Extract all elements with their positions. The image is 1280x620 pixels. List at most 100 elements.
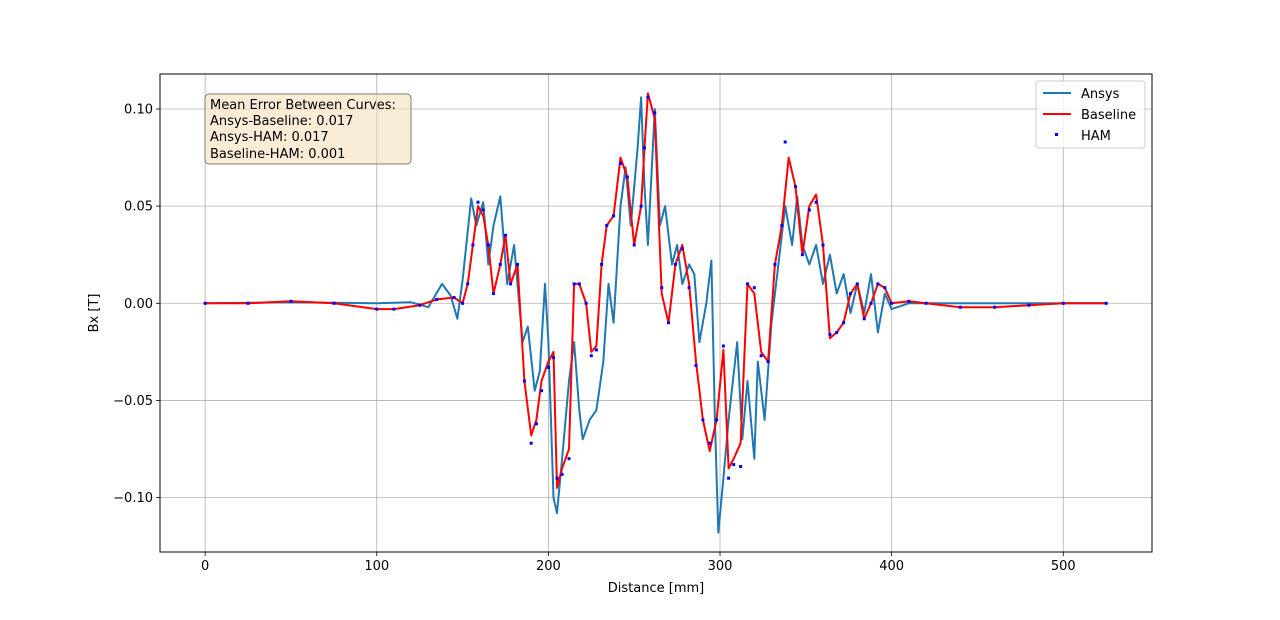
series-marker-ham [572, 282, 576, 286]
series-marker-ham [203, 301, 207, 305]
series-marker-ham [807, 208, 811, 212]
series-marker-ham [540, 389, 543, 393]
x-tick-label: 100 [364, 559, 389, 574]
series-marker-ham [461, 301, 465, 305]
series-marker-ham [476, 200, 480, 204]
series-marker-ham [509, 282, 513, 286]
series-marker-ham [800, 253, 804, 257]
y-tick-label: −0.05 [113, 394, 153, 409]
plot-area-frame [159, 73, 1153, 553]
series-marker-ham [612, 214, 616, 218]
series-marker-ham [653, 111, 657, 115]
series-marker-ham [708, 441, 712, 445]
series-marker-ham [289, 299, 293, 303]
series-marker-ham [842, 321, 846, 325]
legend: Ansys Baseline HAM [1035, 80, 1146, 149]
series-marker-ham [752, 286, 756, 290]
series-marker-ham [746, 282, 749, 286]
series-marker-ham [687, 286, 691, 290]
series-marker-ham [486, 243, 490, 247]
annotation-line-3: Ansys-HAM: 0.017 [210, 130, 329, 145]
series-marker-ham [727, 476, 731, 480]
series-marker-ham [522, 379, 526, 383]
series-marker-ham [739, 465, 743, 468]
legend-frame [1035, 80, 1146, 149]
series-marker-ham [498, 262, 502, 266]
annotation-line-2: Ansys-Baseline: 0.017 [210, 114, 353, 129]
series-marker-ham [452, 296, 456, 299]
legend-label-baseline: Baseline [1081, 108, 1136, 123]
series-marker-ham [907, 299, 911, 303]
series-marker-ham [639, 204, 643, 208]
y-axis-label: Bx [T] [87, 294, 102, 333]
series-marker-ham [890, 301, 894, 305]
series-line-baseline [205, 92, 1107, 489]
legend-swatch-ham [1055, 133, 1058, 136]
series-marker-ham [673, 262, 677, 266]
y-tick-label: 0.05 [124, 200, 153, 215]
series-marker-ham [883, 286, 887, 290]
series-marker-ham [560, 472, 564, 476]
x-tick-label: 300 [708, 559, 733, 574]
series-marker-ham [546, 365, 550, 369]
series-marker-ham [435, 297, 439, 301]
series-marker-ham [577, 282, 581, 286]
series-marker-ham [632, 243, 636, 247]
series-marker-ham [694, 364, 698, 367]
annotation-background [204, 93, 412, 165]
series-marker-ham [552, 356, 555, 360]
series-marker-ham [504, 233, 507, 237]
series-marker-ham [766, 360, 770, 364]
series-marker-ham [715, 418, 719, 422]
series-marker-ham [759, 354, 763, 358]
series-marker-ham [619, 161, 622, 165]
series-marker-ham [534, 422, 538, 426]
series-marker-ham [821, 243, 825, 247]
series-marker-ham [780, 224, 784, 228]
series-marker-ham [471, 243, 475, 247]
axes-ticks: 0 100 200 300 400 500 −0.10 −0.05 0.00 0.05 0.10 [113, 102, 1076, 574]
series-marker-ham [732, 463, 736, 467]
series-marker-ham [516, 262, 519, 266]
series-marker-ham [814, 200, 818, 204]
series-marker-ham [721, 344, 725, 348]
series-marker-ham [1061, 301, 1065, 305]
series-marker-ham [862, 317, 866, 321]
series-marker-ham [667, 321, 670, 325]
series-marker-ham [849, 292, 852, 296]
series-marker-ham [993, 305, 997, 309]
series-marker-ham [392, 307, 396, 311]
x-axis-label: Distance [mm] [608, 581, 704, 596]
series-marker-ham [828, 332, 832, 336]
series-marker-ham [701, 418, 705, 422]
series-marker-ham [869, 301, 873, 305]
series-marker-ham [529, 441, 533, 445]
x-tick-label: 0 [201, 559, 209, 574]
series-marker-ham [1027, 303, 1031, 307]
series-layer [203, 92, 1108, 534]
series-marker-ham [643, 146, 646, 150]
series-marker-ham [783, 140, 787, 144]
series-marker-ham [600, 262, 604, 266]
annotation-box: Mean Error Between Curves: Ansys-Baselin… [204, 93, 412, 165]
series-marker-ham [835, 330, 839, 334]
series-marker-ham [375, 307, 379, 311]
annotation-line-1: Mean Error Between Curves: [210, 98, 396, 113]
series-marker-ham [924, 301, 928, 305]
annotation-line-4: Baseline-HAM: 0.001 [210, 147, 345, 162]
series-marker-ham [605, 224, 609, 228]
series-marker-ham [594, 348, 598, 352]
series-marker-ham [958, 305, 962, 309]
series-marker-ham [584, 301, 588, 305]
series-marker-ham [1104, 301, 1108, 305]
series-marker-ham [492, 292, 495, 296]
series-marker-ham [876, 282, 880, 286]
series-marker-ham [332, 301, 336, 305]
y-tick-label: 0.00 [124, 297, 153, 312]
x-tick-label: 400 [879, 559, 904, 574]
series-marker-ham [246, 301, 250, 305]
series-marker-ham [773, 262, 777, 266]
series-marker-ham [589, 354, 593, 358]
legend-label-ham: HAM [1081, 129, 1111, 144]
